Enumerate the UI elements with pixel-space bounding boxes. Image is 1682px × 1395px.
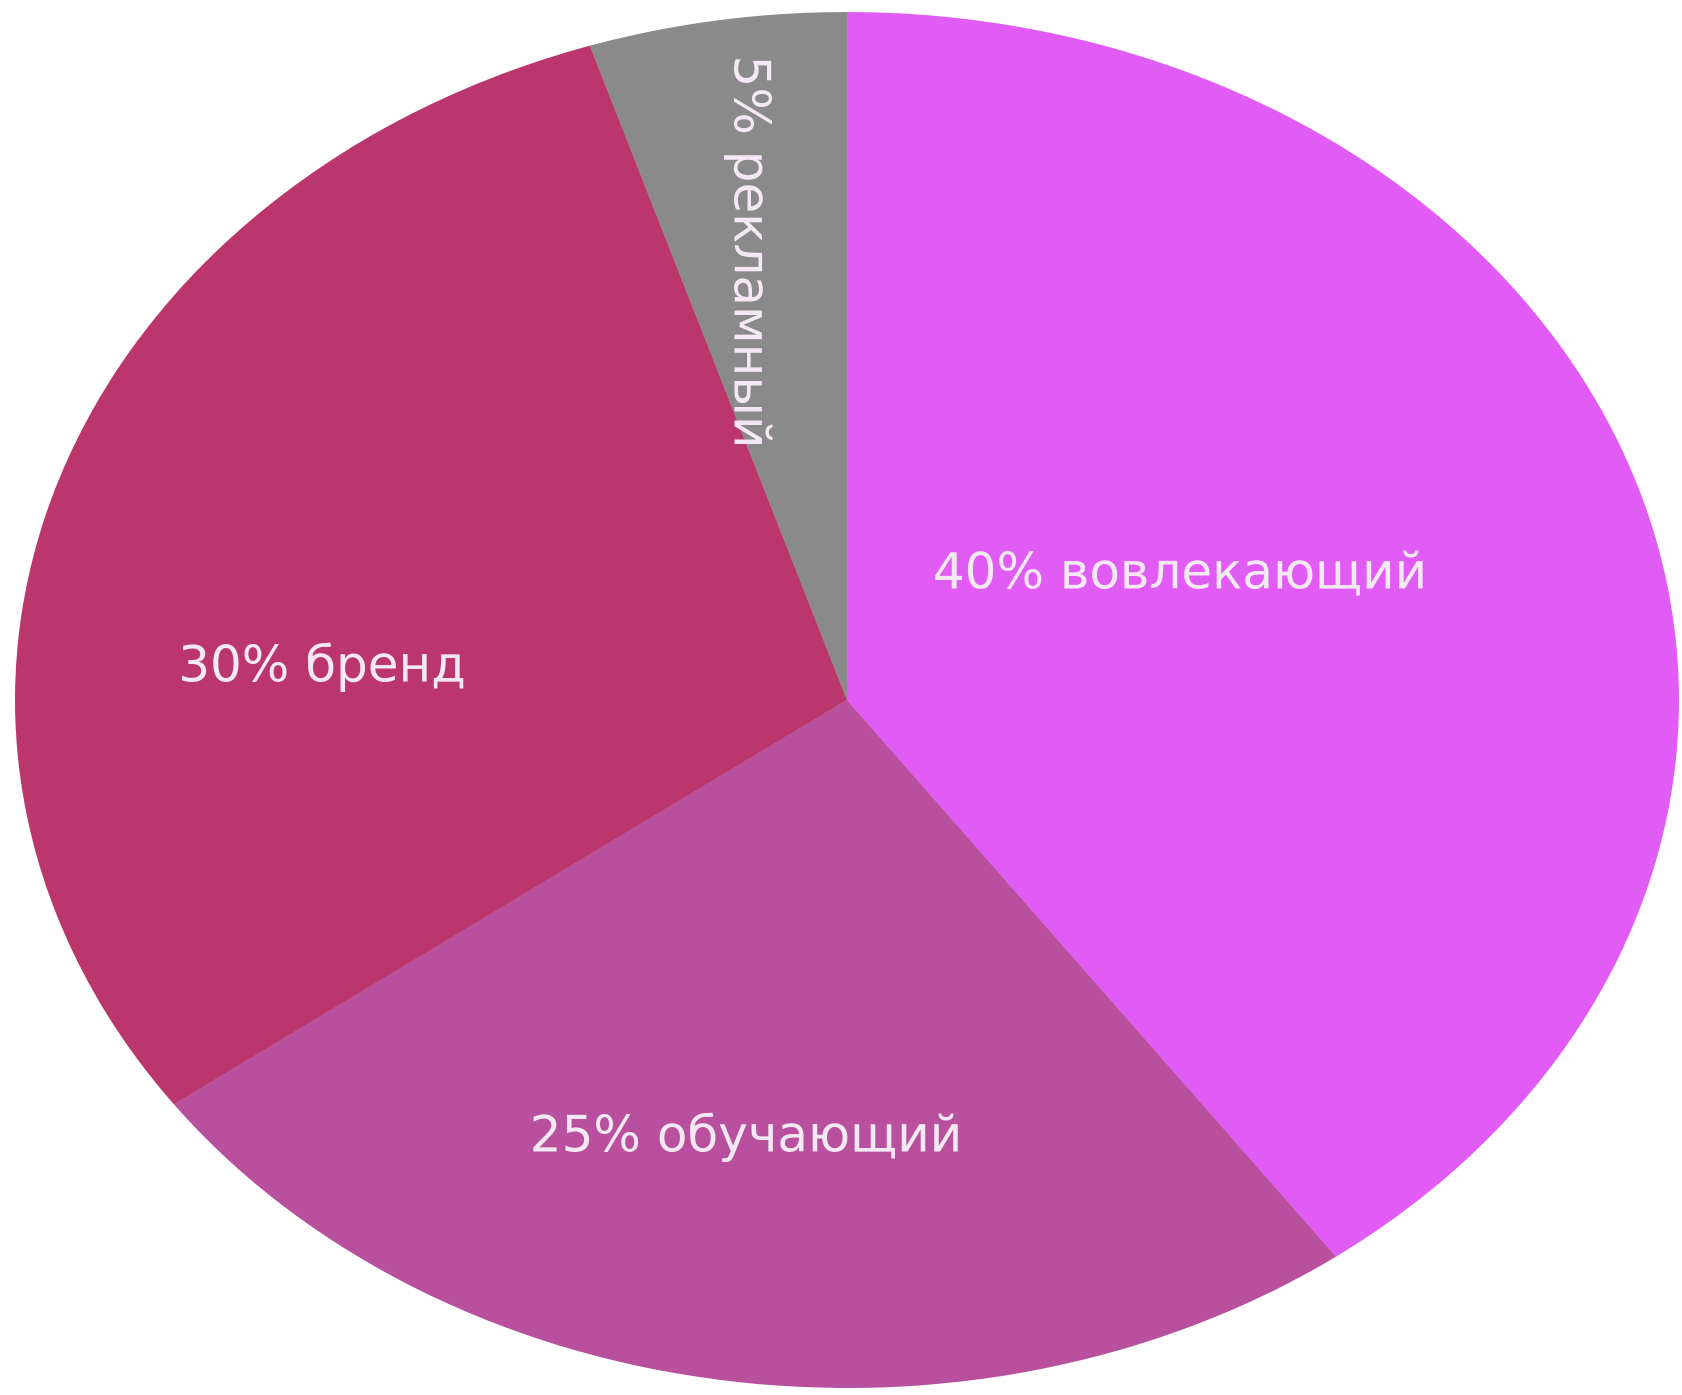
- slice-label-вовлекающий: 40% вовлекающий: [933, 543, 1427, 601]
- labels-layer: 40% вовлекающий 25% обучающий 30% бренд 5% …: [178, 56, 1427, 1164]
- pie-slice-рекламный: [589, 12, 847, 700]
- slices-layer: [14, 12, 1679, 1388]
- slice-label-бренд: 30% бренд: [178, 636, 466, 694]
- slice-label-рекламный: 5% рекламный: [723, 56, 781, 449]
- pie-slice-бренд: [14, 45, 847, 1105]
- pie-slice-вовлекающий: [847, 12, 1679, 1257]
- pie-slice-обучающий: [173, 700, 1337, 1388]
- slice-label-обучающий: 25% обучающий: [530, 1106, 962, 1164]
